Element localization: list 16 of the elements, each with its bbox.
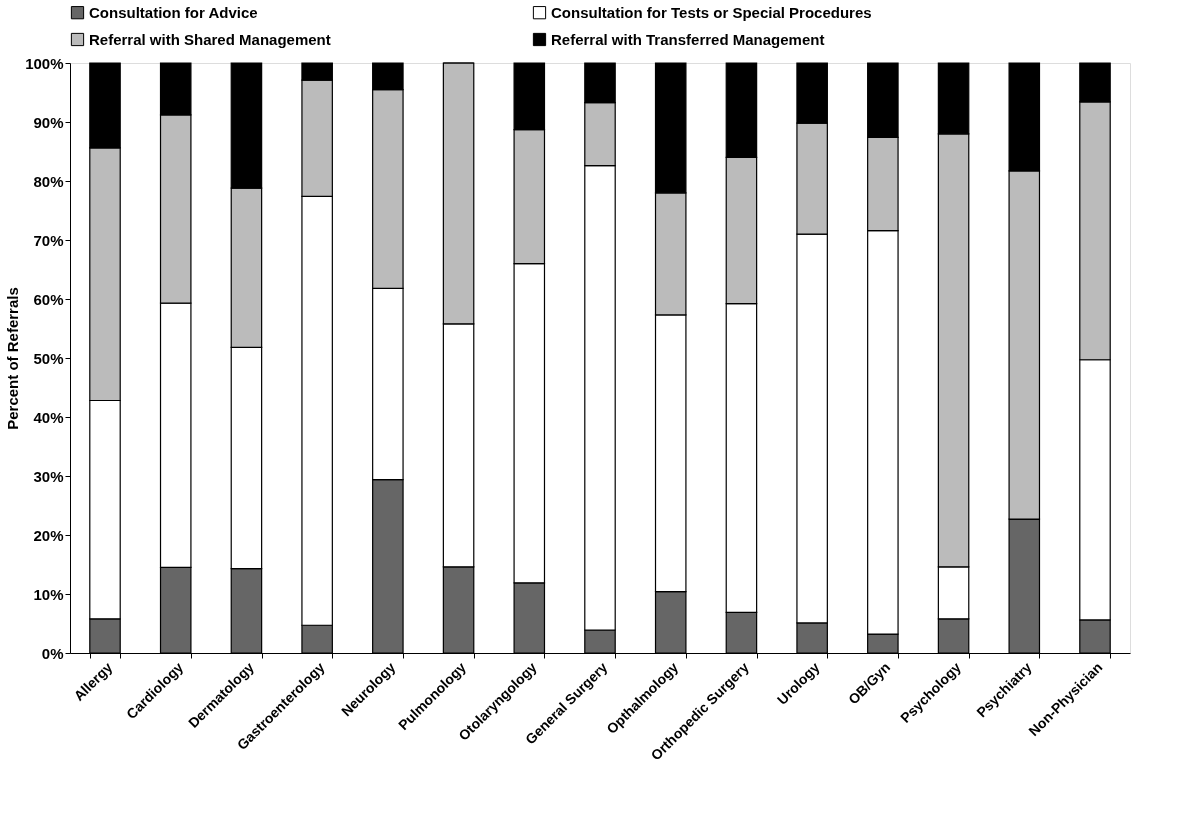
legend-label: Consultation for Tests or Special Procedures bbox=[551, 3, 872, 21]
y-tick-label: 100% bbox=[25, 54, 64, 72]
y-tick-label: 80% bbox=[33, 172, 64, 190]
y-tick-label: 10% bbox=[33, 585, 64, 603]
y-tick-label: 90% bbox=[33, 113, 64, 131]
y-tick-label: 60% bbox=[33, 290, 64, 308]
y-tick-label: 40% bbox=[33, 408, 64, 426]
y-axis-title: Percent of Referrals bbox=[4, 287, 22, 430]
y-tick-label: 50% bbox=[33, 349, 64, 367]
y-tick-label: 20% bbox=[33, 526, 64, 544]
legend-label: Referral with Shared Management bbox=[89, 30, 331, 48]
legend-label: Referral with Transferred Management bbox=[551, 30, 825, 48]
legend-label: Consultation for Advice bbox=[89, 3, 258, 21]
y-tick-label: 0% bbox=[41, 644, 64, 662]
y-tick-label: 70% bbox=[33, 231, 64, 249]
y-tick-label: 30% bbox=[33, 467, 64, 485]
